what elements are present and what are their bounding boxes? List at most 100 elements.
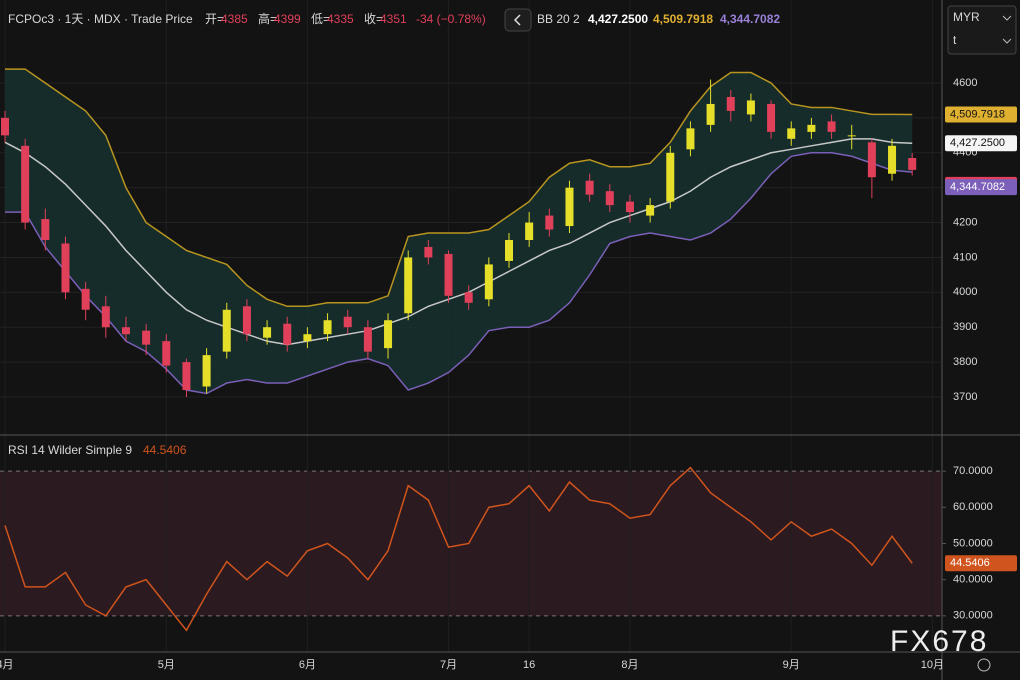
candle-body <box>787 128 796 139</box>
y-tick-label: 4000 <box>953 286 977 298</box>
collapse-button[interactable] <box>504 8 532 32</box>
candle-body <box>767 103 776 132</box>
lower-tag: 4,344.7082 <box>950 181 1005 193</box>
y-tick-label: 70.0000 <box>953 465 993 477</box>
y-tick-label: 4600 <box>953 77 977 89</box>
x-tick-label: 6月 <box>299 659 316 671</box>
band-line <box>4 138 913 346</box>
x-tick-label: 5月 <box>158 659 175 671</box>
band-line <box>5 152 913 395</box>
bb-middle: 4,427.2500 <box>588 12 648 26</box>
upper-tag: 4,509.7918 <box>950 108 1005 120</box>
unit: t <box>953 33 957 47</box>
candle-body <box>565 187 574 227</box>
open: 4385 <box>221 12 248 26</box>
rsi-tag: 44.5406 <box>950 557 990 569</box>
candle-body <box>424 246 433 258</box>
close-label: 收= <box>364 12 383 26</box>
currency-select[interactable] <box>947 5 1017 55</box>
candle-body <box>908 158 917 170</box>
candle-body <box>81 288 90 310</box>
rsi-value: 44.5406 <box>143 443 187 457</box>
candle-body <box>706 103 715 125</box>
candle-body <box>182 362 191 390</box>
high-label: 高= <box>258 11 277 26</box>
currency: MYR <box>953 10 980 24</box>
x-tick-label: 8月 <box>621 659 638 671</box>
y-tick-label: 40.0000 <box>953 574 993 586</box>
symbol: FCPOc3 · 1天 · MDX · Trade Price <box>8 12 193 26</box>
x-tick-label: 7月 <box>440 659 457 671</box>
dropdown-icon <box>1002 15 1012 21</box>
x-tick-label: 4月 <box>0 659 14 671</box>
candle-body <box>162 341 171 366</box>
rsi-tag-bg <box>945 555 1017 572</box>
candle-body <box>1 117 9 136</box>
candle-body <box>222 309 231 352</box>
candle-body <box>585 180 594 195</box>
candle-body <box>202 355 211 387</box>
x-tick-label: 16 <box>523 659 535 671</box>
watermark: FX678 <box>890 625 988 658</box>
candle-body <box>142 330 151 345</box>
band-line <box>5 68 913 308</box>
candle-body <box>61 243 70 293</box>
collapse-icon <box>513 14 521 26</box>
bb-title: BB 20 2 <box>537 12 580 26</box>
candle-body <box>686 128 695 150</box>
candle-body <box>625 201 634 213</box>
candle-body <box>263 327 272 338</box>
candle-body <box>101 306 110 328</box>
candle-body <box>867 142 876 178</box>
candle-body <box>21 145 30 223</box>
candle-body <box>545 215 554 230</box>
candle-body <box>807 124 816 132</box>
candle-body <box>666 152 675 202</box>
candle-body <box>242 306 251 335</box>
rsi-title: RSI 14 Wilder Simple 9 <box>8 443 132 457</box>
candle-body <box>303 334 312 342</box>
open-label: 开= <box>205 12 224 26</box>
candle-body <box>384 320 393 349</box>
y-tick-label: 3900 <box>953 321 977 333</box>
y-tick-label: 50.0000 <box>953 537 993 549</box>
x-tick-label: 10月 <box>921 659 944 671</box>
change: -34 (−0.78%) <box>416 12 486 26</box>
middle-tag-bg <box>945 135 1017 152</box>
high: 4399 <box>274 12 301 26</box>
upper-tag-bg <box>945 106 1017 123</box>
dropdown-icon <box>1002 38 1012 44</box>
candle-body <box>827 121 836 132</box>
candle-body <box>41 219 50 240</box>
rsi-line <box>4 466 913 632</box>
candle-body <box>484 264 493 300</box>
settings-button[interactable] <box>977 658 991 672</box>
candle-body <box>888 145 897 174</box>
x-tick-label: 9月 <box>783 659 800 671</box>
candle-body <box>464 292 473 303</box>
candle-body <box>525 222 534 240</box>
y-tick-label: 4200 <box>953 216 977 228</box>
band-fill <box>5 69 913 394</box>
plot-area <box>0 0 942 652</box>
y-tick-label: 4100 <box>953 251 977 263</box>
candle-body <box>404 257 413 314</box>
y-tick-label: 3800 <box>953 356 977 368</box>
candle-body <box>505 240 513 261</box>
close: 4351 <box>380 12 407 26</box>
candle-body <box>646 205 655 216</box>
candle-body <box>121 327 130 335</box>
bb-upper: 4,509.7918 <box>653 12 713 26</box>
candle-body <box>444 253 453 296</box>
candle-body <box>726 96 735 111</box>
candle-body <box>343 316 352 328</box>
bb-lower: 4,344.7082 <box>720 12 780 26</box>
low-label: 低= <box>311 12 330 26</box>
lower-tag-bg <box>945 179 1017 196</box>
y-tick-label: 30.0000 <box>953 610 993 622</box>
low: 4335 <box>327 12 354 26</box>
candle-body <box>283 323 292 345</box>
middle-tag: 4,427.2500 <box>950 137 1005 149</box>
